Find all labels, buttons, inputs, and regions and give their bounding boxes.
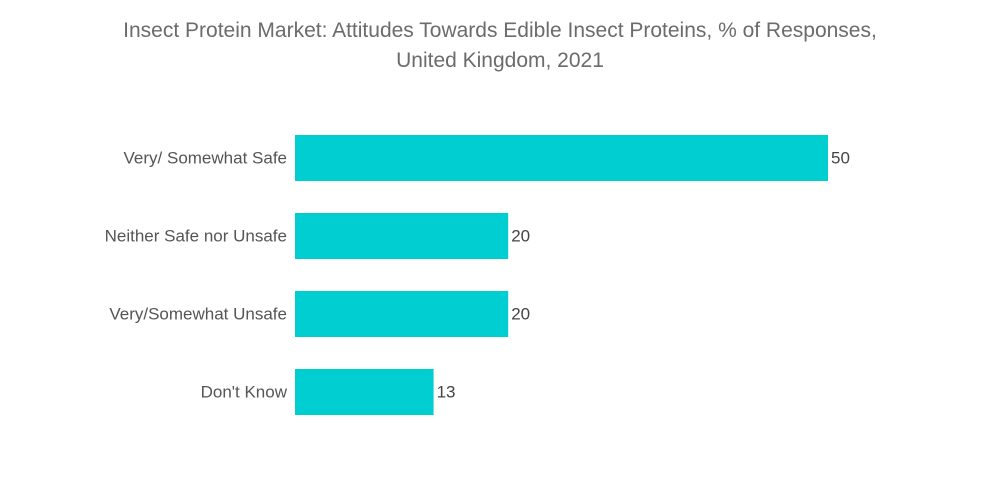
value-label-very-somewhat-unsafe: 20: [511, 305, 530, 324]
bar-neither-safe-nor-unsafe: [295, 213, 509, 259]
chart-title-line-1: Insect Protein Market: Attitudes Towards…: [123, 19, 877, 42]
bar-very-somewhat-safe: [295, 135, 828, 181]
category-label-don-t-know: Don't Know: [201, 383, 288, 402]
category-label-very-somewhat-safe: Very/ Somewhat Safe: [124, 149, 287, 168]
value-label-very-somewhat-safe: 50: [831, 149, 850, 168]
value-label-neither-safe-nor-unsafe: 20: [511, 227, 530, 246]
category-label-very-somewhat-unsafe: Very/Somewhat Unsafe: [109, 305, 287, 324]
bar-don-t-know: [295, 369, 434, 415]
bar-very-somewhat-unsafe: [295, 291, 509, 337]
chart-title: Insect Protein Market: Attitudes Towards…: [0, 16, 1000, 76]
chart-title-line-2: United Kingdom, 2021: [396, 49, 604, 72]
category-label-neither-safe-nor-unsafe: Neither Safe nor Unsafe: [105, 227, 287, 246]
value-label-don-t-know: 13: [437, 383, 456, 402]
